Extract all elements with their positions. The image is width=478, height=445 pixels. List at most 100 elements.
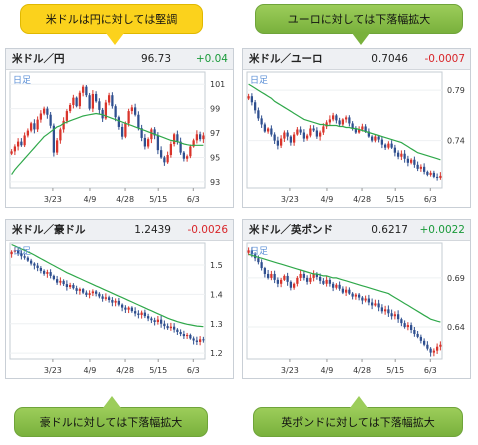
- candle: [413, 156, 416, 168]
- candle-body: [338, 120, 341, 125]
- candle: [419, 334, 423, 344]
- candle-body: [36, 119, 39, 130]
- candle-body: [98, 293, 101, 297]
- candle: [172, 132, 176, 147]
- candle-body: [140, 312, 143, 315]
- x-tick-label: 3/23: [281, 195, 299, 204]
- candle-body: [176, 134, 179, 142]
- candle: [20, 250, 23, 260]
- candle: [192, 138, 195, 148]
- candle: [435, 173, 439, 181]
- price-change: +0.04: [195, 53, 228, 65]
- candle: [335, 283, 338, 290]
- candle: [374, 299, 377, 307]
- last-price: 96.73: [140, 53, 171, 65]
- candle: [159, 315, 163, 328]
- candle: [182, 330, 186, 339]
- chart-panel-usdaud: 米ドル／豪ドル 1.2439 -0.0026 1.5 1.4 1.3 1.2 3/23 4…: [5, 219, 234, 379]
- chart-panel-usdeur: 米ドル／ユーロ 0.7046 -0.0007 0.79 0.74 3/23 4/9 4/…: [242, 48, 471, 208]
- y-tick-label: 0.69: [447, 274, 465, 283]
- candle: [276, 136, 280, 150]
- candle: [312, 125, 315, 133]
- candle-body: [289, 281, 293, 288]
- candle-body: [88, 95, 91, 109]
- candle: [416, 161, 419, 172]
- candle: [403, 150, 406, 163]
- callout-pointer: [106, 33, 124, 45]
- candle: [169, 141, 173, 158]
- candle: [263, 122, 267, 133]
- candle-body: [286, 275, 289, 282]
- candle-body: [283, 132, 286, 139]
- candle: [153, 127, 156, 140]
- candle-body: [81, 86, 85, 93]
- candle-body: [146, 316, 150, 319]
- candle-body: [318, 276, 322, 281]
- candle-body: [370, 136, 374, 141]
- candle: [302, 129, 306, 142]
- candle: [23, 132, 26, 148]
- candle-body: [140, 128, 143, 138]
- candle: [29, 121, 33, 133]
- candle-body: [163, 323, 166, 327]
- candle-body: [302, 132, 306, 139]
- candle: [409, 158, 413, 165]
- candle: [253, 99, 257, 114]
- candle: [146, 137, 150, 149]
- candle-body: [137, 114, 140, 129]
- candle: [400, 317, 403, 327]
- candle-body: [202, 135, 205, 140]
- candle-body: [94, 93, 98, 102]
- candle: [387, 305, 390, 317]
- candle-body: [419, 336, 423, 341]
- candle-body: [124, 307, 127, 310]
- candle: [72, 94, 75, 109]
- candle: [299, 270, 302, 281]
- candle-body: [91, 93, 95, 109]
- candle-body: [296, 129, 299, 135]
- candle: [159, 146, 163, 159]
- candle: [296, 276, 299, 287]
- candle: [81, 84, 85, 97]
- candle-body: [257, 258, 260, 263]
- x-tick-label: 4/9: [321, 195, 334, 204]
- candle-body: [393, 147, 397, 153]
- candle: [367, 294, 371, 306]
- candle-body: [78, 289, 82, 291]
- candle: [390, 140, 393, 149]
- candle-body: [312, 273, 315, 278]
- candle: [46, 106, 49, 119]
- candle: [380, 136, 384, 149]
- candle: [416, 330, 419, 339]
- candle: [286, 130, 289, 141]
- x-tick-label: 6/3: [187, 195, 200, 204]
- candle-body: [182, 334, 186, 337]
- candle-body: [169, 326, 173, 329]
- candle-body: [279, 138, 283, 146]
- candle: [13, 247, 17, 254]
- candle: [16, 248, 20, 256]
- candle: [120, 303, 124, 312]
- candle-body: [429, 172, 432, 175]
- candle: [289, 135, 293, 146]
- candle-body: [68, 104, 72, 112]
- candle-body: [364, 126, 367, 132]
- candle: [143, 134, 147, 150]
- candle: [10, 250, 13, 258]
- candle-body: [266, 128, 270, 132]
- candle: [367, 128, 371, 138]
- candle-body: [325, 279, 328, 284]
- candle-body: [10, 251, 13, 255]
- callout-text: ユーロに対しては下落幅拡大: [287, 13, 431, 26]
- candle-body: [16, 250, 20, 254]
- price-change: -0.0007: [424, 53, 465, 65]
- candle: [88, 290, 91, 299]
- candle-body: [273, 134, 276, 141]
- candle-body: [52, 275, 56, 280]
- candle-body: [331, 115, 335, 120]
- candle-body: [305, 277, 309, 282]
- candle-body: [33, 263, 36, 266]
- candle: [29, 258, 33, 266]
- candle: [192, 336, 195, 345]
- candle-body: [286, 132, 289, 137]
